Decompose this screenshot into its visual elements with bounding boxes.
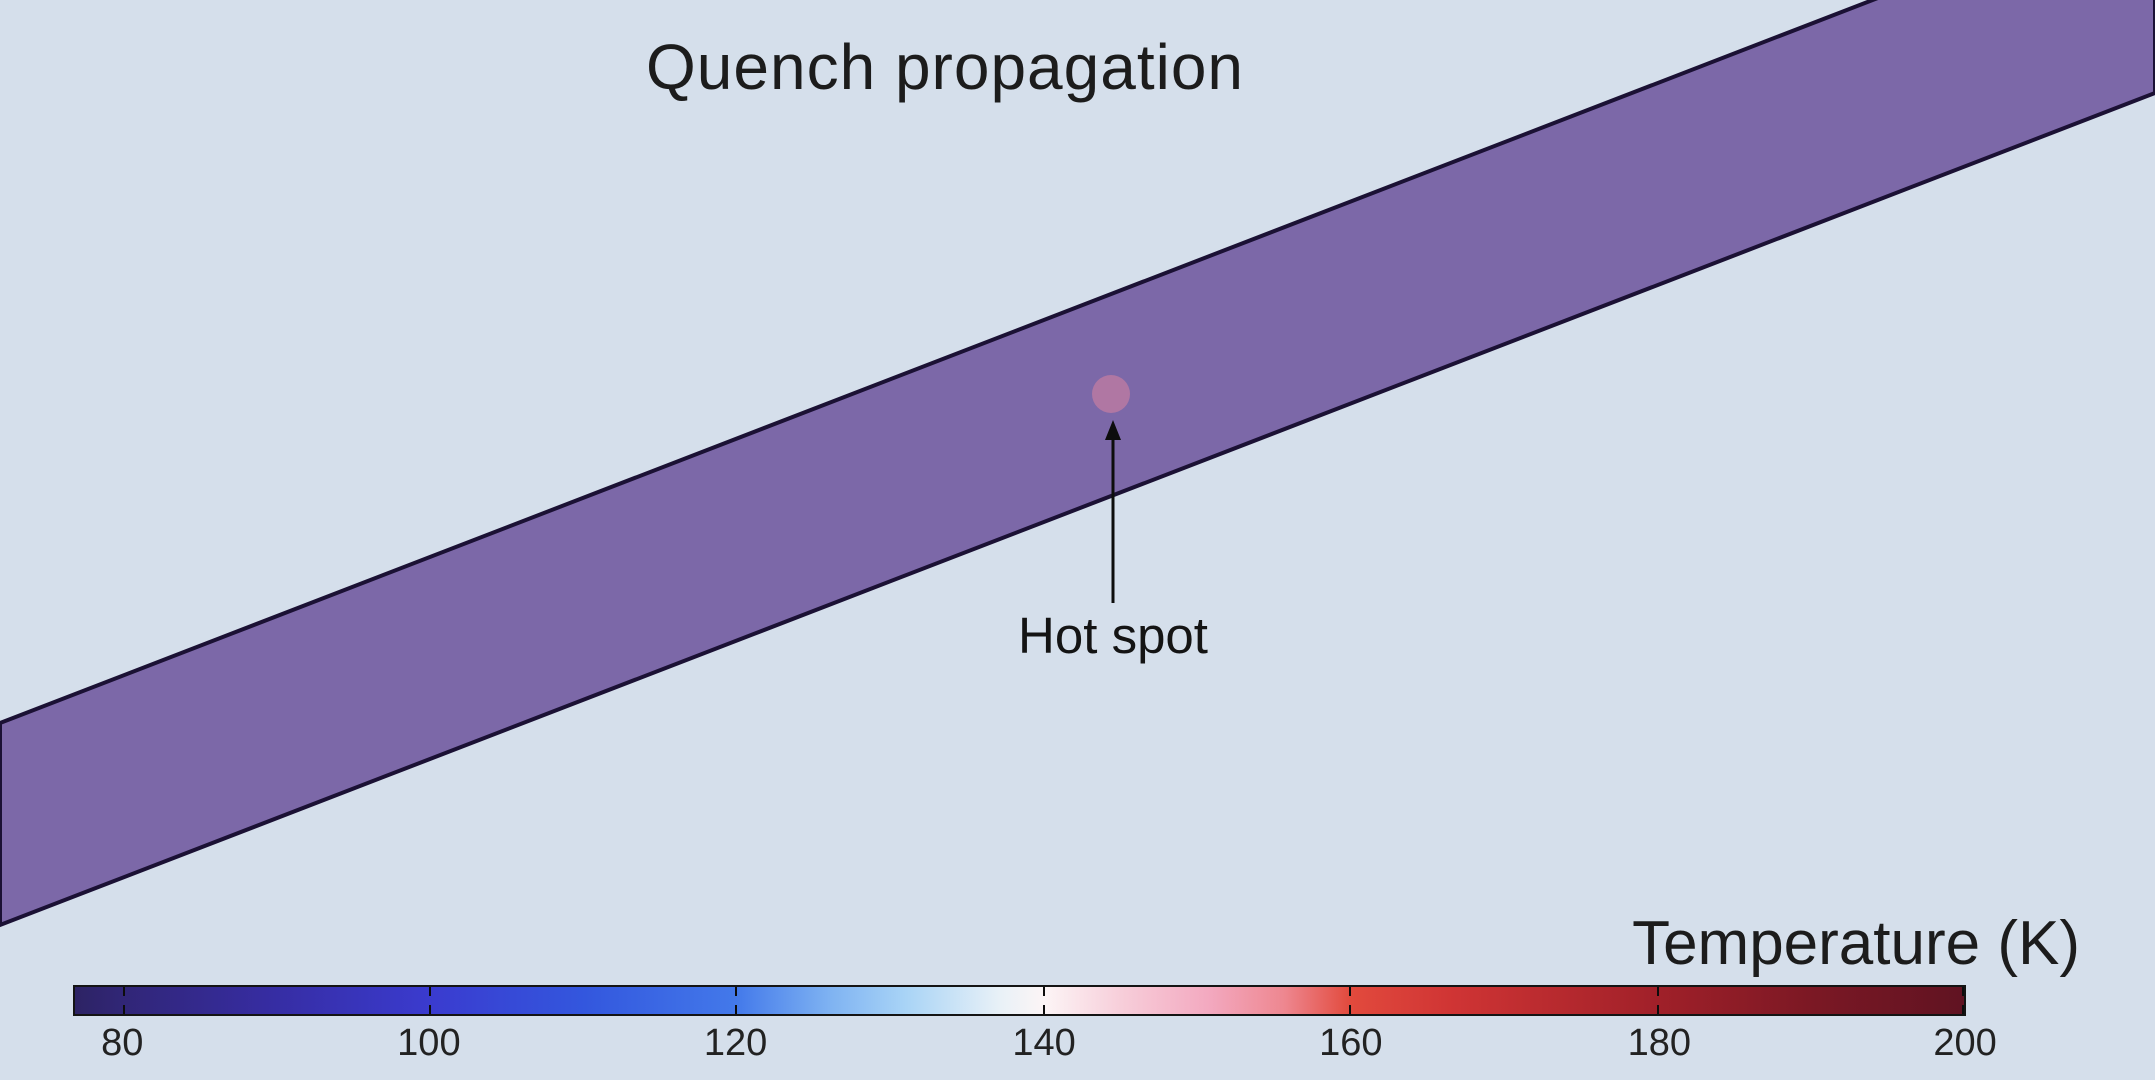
colorbar-tick [1043, 1005, 1046, 1014]
colorbar-tick [1656, 1005, 1659, 1014]
colorbar-tick-label: 80 [101, 1022, 144, 1064]
colorbar-tick [123, 1005, 126, 1014]
colorbar-tick [1962, 987, 1965, 996]
colorbar-tick [429, 1005, 432, 1014]
colorbar-tick [735, 1005, 738, 1014]
hot-spot-label: Hot spot [1018, 607, 1208, 664]
hot-spot-circle [1092, 375, 1130, 413]
colorbar-tick-label: 180 [1627, 1022, 1692, 1064]
colorbar-tick [429, 987, 432, 996]
colorbar-tick-label: 160 [1319, 1022, 1383, 1064]
colorbar-tick [1962, 1005, 1965, 1014]
colorbar-tick [1349, 987, 1352, 996]
colorbar-tick-label: 120 [703, 1022, 768, 1064]
colorbar-tick-label: 200 [1933, 1022, 1997, 1064]
colorbar-tick-label: 100 [397, 1022, 461, 1064]
colorbar-tick [1349, 1005, 1352, 1014]
colorbar-tick-label: 140 [1012, 1022, 1076, 1064]
colorbar-tick [735, 987, 738, 996]
colorbar-tick [1043, 987, 1046, 996]
temperature-colorbar [73, 985, 1966, 1016]
plot-title: Quench propagation [646, 31, 1244, 103]
colorbar-tick [123, 987, 126, 996]
annotation-arrow-head-icon [1105, 420, 1121, 440]
colorbar-title: Temperature (K) [1632, 909, 2080, 978]
colorbar-tick [1656, 987, 1659, 996]
tape-surface [0, 0, 2155, 928]
